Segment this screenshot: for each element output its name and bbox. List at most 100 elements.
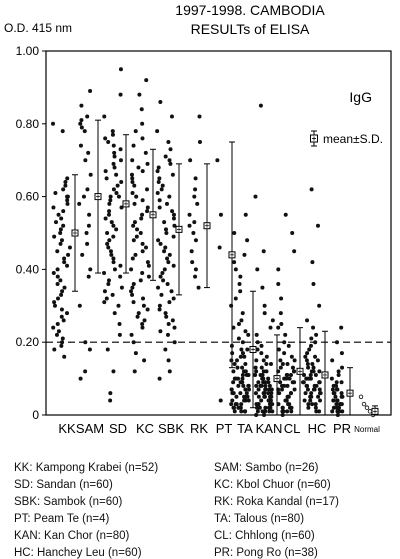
data-point — [302, 398, 307, 403]
data-point — [87, 212, 92, 217]
data-point — [134, 234, 139, 239]
y-tick-label: 1.00 — [16, 44, 40, 58]
data-point — [245, 238, 250, 243]
data-point — [331, 405, 336, 410]
data-point — [335, 413, 340, 417]
data-point — [65, 194, 70, 199]
data-point — [140, 136, 145, 141]
data-point — [56, 212, 61, 217]
data-point — [276, 387, 281, 392]
data-point — [140, 271, 145, 276]
data-point — [335, 409, 340, 414]
data-point — [270, 318, 275, 323]
data-point — [239, 318, 244, 323]
data-point — [160, 183, 165, 188]
data-point — [170, 209, 175, 214]
data-point — [196, 285, 201, 290]
data-point — [171, 263, 176, 268]
data-point — [290, 365, 295, 370]
data-point — [255, 267, 260, 272]
data-point — [230, 391, 235, 396]
data-point — [266, 376, 271, 381]
data-point — [165, 332, 170, 337]
data-point — [242, 398, 247, 403]
data-point — [158, 274, 163, 279]
data-point — [311, 281, 316, 286]
data-point — [51, 205, 56, 210]
data-point — [277, 391, 282, 396]
data-point — [253, 365, 258, 370]
data-point — [102, 300, 107, 305]
data-point — [243, 329, 248, 334]
data-point — [85, 187, 90, 192]
legend-entry: CL: Chhlong (n=60) — [214, 530, 315, 542]
data-point — [130, 292, 135, 297]
data-point — [156, 238, 161, 243]
data-point — [145, 209, 150, 214]
data-point — [130, 190, 135, 195]
data-point — [305, 351, 310, 356]
data-point — [236, 336, 241, 341]
x-category-label: CL — [284, 421, 301, 436]
legend-entry: SBK: Sambok (n=60) — [14, 496, 123, 508]
data-point — [339, 325, 344, 330]
data-point — [136, 165, 141, 170]
data-point — [308, 398, 313, 403]
data-point — [331, 383, 336, 388]
data-point — [308, 343, 313, 348]
data-point — [253, 194, 258, 199]
data-point — [52, 347, 57, 352]
x-category-label: SBK — [158, 421, 184, 436]
data-point — [55, 274, 60, 279]
data-point — [65, 198, 70, 203]
data-point — [246, 383, 251, 388]
group-normal — [358, 394, 379, 418]
data-point — [109, 220, 114, 225]
data-point — [166, 322, 171, 326]
data-point — [240, 372, 245, 377]
data-point — [243, 409, 248, 414]
data-point — [306, 402, 311, 407]
data-point — [313, 402, 318, 407]
data-point — [279, 296, 284, 301]
data-point — [195, 201, 200, 206]
data-point — [217, 245, 222, 250]
data-point — [130, 285, 135, 290]
data-point — [270, 402, 275, 407]
data-point — [231, 405, 236, 410]
data-point — [313, 354, 318, 359]
data-point — [158, 329, 163, 334]
data-point — [131, 238, 136, 243]
data-point — [340, 394, 345, 399]
data-point — [83, 340, 88, 345]
data-point — [283, 212, 288, 217]
data-point — [102, 114, 107, 119]
data-point — [193, 267, 198, 272]
data-point — [218, 398, 223, 403]
legend-entry: HC: Hanchey Leu (n=60) — [14, 547, 142, 559]
data-point — [309, 391, 314, 396]
x-category-label: KK — [58, 421, 76, 436]
data-point — [286, 402, 291, 407]
data-point — [283, 398, 288, 403]
data-point — [104, 296, 109, 301]
data-point — [53, 190, 58, 195]
data-point — [283, 332, 288, 337]
x-category-label: RK — [190, 421, 208, 436]
data-point — [310, 260, 315, 265]
data-point — [162, 267, 167, 272]
data-point — [240, 311, 245, 316]
data-point — [229, 387, 234, 392]
data-point — [110, 129, 115, 134]
data-point — [276, 267, 281, 272]
data-point — [278, 380, 283, 385]
data-point — [86, 150, 91, 155]
data-point — [107, 209, 112, 214]
data-point — [51, 271, 56, 276]
data-point — [77, 201, 82, 206]
data-point — [276, 325, 281, 330]
data-point — [239, 409, 244, 414]
data-point — [139, 107, 144, 112]
data-point — [276, 369, 281, 374]
data-point — [136, 311, 141, 316]
